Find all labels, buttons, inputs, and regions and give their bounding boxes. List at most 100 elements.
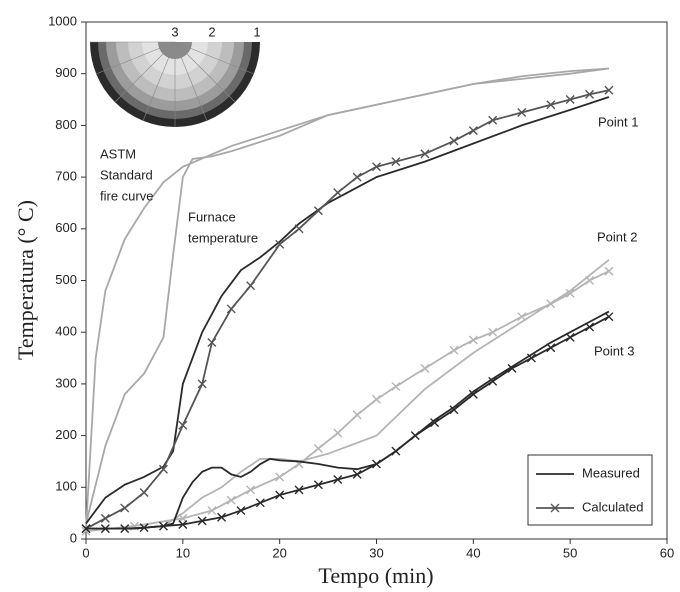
marker [391,157,401,167]
y-tick-label: 300 [55,375,77,390]
y-tick-label: 200 [55,427,77,442]
y-tick-label: 0 [70,530,77,545]
marker [585,89,595,99]
y-axis-title: Temperatura (° C) [13,200,38,360]
marker [158,464,168,474]
marker [604,85,614,95]
marker [372,394,381,404]
legend-box [527,454,653,526]
marker [207,338,217,348]
marker [352,469,362,479]
marker [585,322,595,332]
marker [158,521,168,531]
x-tick-label: 60 [660,545,674,560]
marker [226,304,236,314]
marker [255,498,265,508]
inset-label: 1 [253,24,260,39]
legend-label: Measured [582,465,640,480]
marker [294,485,304,495]
x-tick-label: 0 [82,545,89,560]
marker [604,312,614,322]
marker [468,335,478,345]
marker [585,276,595,285]
marker [507,363,517,373]
marker [449,405,459,415]
y-tick-label: 500 [55,272,77,287]
annotation: Point 2 [597,229,637,244]
marker [420,363,430,373]
marker [139,523,149,533]
series-line [86,310,610,530]
marker [313,206,323,216]
x-tick-label: 40 [466,545,480,560]
marker [391,381,401,391]
annotation: Point 3 [594,343,634,358]
marker [517,107,527,117]
marker [604,266,614,276]
marker [468,389,478,399]
annotation: Point 1 [598,114,638,129]
x-tick-label: 10 [176,545,190,560]
x-tick-label: 30 [369,545,383,560]
series-line [85,96,610,525]
marker [120,503,130,513]
marker [517,312,527,322]
marker [565,95,575,105]
marker [275,239,285,249]
legend-marker [550,503,560,513]
marker [236,506,246,516]
annotation: temperature [188,230,258,245]
annotation: Standard [100,167,153,182]
marker [488,327,498,337]
marker [178,520,188,530]
legend-label: Calculated [582,499,643,514]
inset-diagram: 3 2 1 [90,24,261,127]
marker [246,281,256,291]
marker [197,379,207,389]
marker [372,459,381,469]
marker [275,472,285,482]
marker [100,524,110,534]
series-line [85,67,609,524]
y-tick-label: 100 [55,479,77,494]
series-line [85,89,610,530]
marker [546,299,556,309]
marker [139,487,149,497]
marker [372,162,381,172]
y-tick-label: 400 [55,324,77,339]
marker [120,524,130,534]
marker [207,506,217,516]
marker [294,224,304,234]
marker [333,428,343,438]
marker [468,126,478,136]
marker [226,495,236,505]
marker [217,512,227,522]
marker [420,149,430,159]
series-line [85,270,610,533]
annotation: fire curve [100,188,153,203]
marker [430,418,440,428]
marker [197,516,207,526]
x-tick-label: 20 [272,545,286,560]
marker [178,420,188,430]
marker [488,115,498,125]
marker [246,485,256,495]
marker [81,524,91,534]
marker [526,353,536,363]
series-line [86,259,610,530]
y-tick-label: 1000 [48,13,77,28]
marker [352,410,362,420]
inset-label: 3 [171,24,178,39]
marker [391,446,401,456]
marker [546,343,556,353]
series-line [86,315,610,530]
marker [352,172,362,182]
marker [313,480,323,490]
marker [565,288,575,298]
marker [313,444,323,454]
inset-label: 2 [208,24,215,39]
marker [546,100,556,110]
marker [333,188,343,198]
marker [449,136,459,146]
